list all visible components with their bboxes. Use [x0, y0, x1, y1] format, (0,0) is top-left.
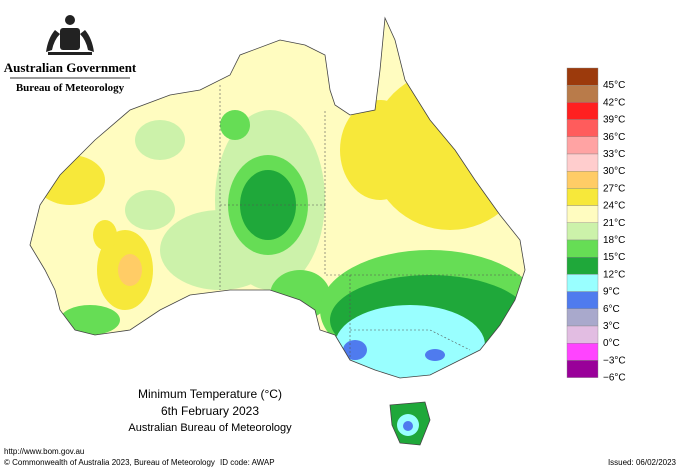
footer-issued: Issued: 06/02/2023: [608, 458, 677, 467]
legend-swatch: [566, 274, 599, 292]
footer-copyright: © Commonwealth of Australia 2023, Bureau…: [4, 458, 215, 467]
legend-swatch: [566, 153, 599, 172]
legend-label: 45°C: [603, 80, 625, 91]
state-borders: [219, 85, 520, 360]
agency-name: Bureau of Meteorology: [16, 82, 125, 94]
government-name: Australian Government: [4, 60, 137, 75]
legend-swatch: [566, 205, 599, 224]
legend-label: 36°C: [603, 132, 625, 143]
legend-label: 6°C: [603, 304, 620, 315]
legend-label: 42°C: [603, 97, 625, 108]
map-date: 6th February 2023: [161, 404, 259, 418]
legend-swatch: [566, 136, 599, 155]
legend: 45°C 42°C 39°C 36°C 33°C 30°C 27°C 24°C 21°C 18°C…: [566, 67, 626, 384]
legend-swatch: [566, 308, 599, 327]
legend-swatch: [566, 67, 599, 86]
legend-swatch: [566, 257, 599, 275]
crest: [46, 15, 94, 55]
legend-label: 3°C: [603, 321, 620, 332]
legend-label: −3°C: [603, 355, 626, 366]
legend-swatch: [566, 325, 599, 344]
coastline: [29, 16, 526, 379]
footer-url: http://www.bom.gov.au: [4, 447, 84, 456]
footer-id-code: ID code: AWAP: [220, 458, 275, 467]
legend-label: 18°C: [603, 235, 625, 246]
legend-swatch: [566, 343, 599, 361]
map-title: Minimum Temperature (°C): [138, 387, 282, 401]
legend-swatch: [566, 291, 599, 310]
legend-label: −6°C: [603, 373, 626, 384]
legend-label: 30°C: [603, 166, 625, 177]
legend-swatch: [566, 170, 599, 189]
legend-swatch: [566, 360, 599, 378]
legend-label: 39°C: [603, 115, 625, 126]
legend-label: 33°C: [603, 149, 625, 160]
map-source: Australian Bureau of Meteorology: [128, 422, 292, 434]
legend-swatch: [566, 188, 599, 206]
legend-swatch: [566, 119, 599, 137]
tasmania-cold-area: [403, 421, 413, 431]
legend-label: 27°C: [603, 183, 625, 194]
legend-label: 21°C: [603, 218, 625, 229]
legend-swatch: [566, 239, 599, 258]
legend-label: 0°C: [603, 338, 620, 349]
legend-label: 24°C: [603, 201, 625, 212]
legend-label: 9°C: [603, 287, 620, 298]
legend-swatch: [566, 222, 599, 241]
legend-swatch: [566, 102, 599, 120]
legend-swatch: [566, 84, 599, 103]
legend-label: 15°C: [603, 252, 625, 263]
legend-label: 12°C: [603, 269, 625, 280]
